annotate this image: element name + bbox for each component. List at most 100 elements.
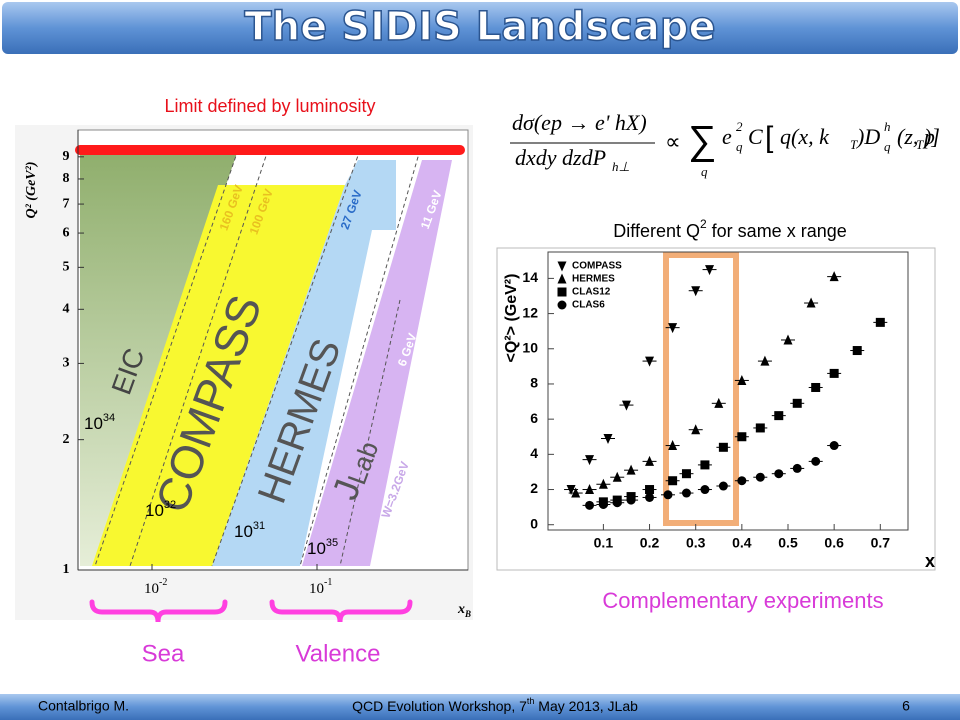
x-tick-label: 0.4 bbox=[732, 535, 752, 551]
luminosity-exponent: 32 bbox=[164, 499, 176, 511]
formula-part: T bbox=[916, 137, 924, 152]
point bbox=[700, 485, 710, 495]
point bbox=[829, 441, 839, 451]
footer-event-text: QCD Evolution Workshop, 7 bbox=[352, 698, 527, 714]
point bbox=[585, 500, 595, 510]
point bbox=[760, 355, 770, 366]
luminosity-label: 1035 bbox=[307, 537, 338, 559]
point bbox=[852, 346, 862, 356]
y-tick-label: 3 bbox=[63, 356, 70, 371]
point bbox=[829, 271, 839, 282]
legend-label: CLAS12 bbox=[572, 287, 611, 298]
point bbox=[737, 374, 747, 385]
formula-part: ∑ bbox=[688, 119, 717, 163]
point bbox=[829, 368, 839, 378]
point bbox=[705, 265, 715, 276]
formula-part: h bbox=[884, 119, 891, 134]
footer-author: Contalbrigo M. bbox=[38, 698, 129, 714]
x-tick-label: 0.2 bbox=[640, 535, 660, 551]
y-tick-label: 6 bbox=[63, 225, 70, 240]
x-axis-label: x bbox=[925, 551, 935, 571]
point bbox=[612, 471, 622, 482]
legend-marker bbox=[557, 287, 567, 297]
point bbox=[774, 411, 784, 421]
point bbox=[645, 356, 655, 367]
q2-note-sup: 2 bbox=[700, 217, 707, 231]
point bbox=[626, 495, 636, 505]
chart-panel bbox=[496, 247, 936, 571]
luminosity-label: 1034 bbox=[84, 412, 115, 434]
luminosity-label: 1032 bbox=[145, 499, 176, 521]
formula-part: q bbox=[701, 164, 708, 179]
point bbox=[645, 492, 655, 502]
formula-part: ∝ bbox=[665, 129, 681, 154]
legend-marker bbox=[557, 300, 567, 310]
footer-event-text: May 2013, JLab bbox=[534, 698, 638, 714]
x-tick-label: 0.7 bbox=[871, 535, 891, 551]
y-tick-label: 1 bbox=[63, 562, 70, 577]
point bbox=[621, 400, 631, 411]
point bbox=[645, 455, 655, 466]
point bbox=[598, 499, 608, 509]
luminosity-base: 10 bbox=[145, 501, 164, 520]
formula-part: q bbox=[884, 139, 891, 154]
legend-label: COMPASS bbox=[572, 261, 622, 272]
y-axis-label: <Q²> (GeV²) bbox=[503, 274, 520, 363]
formula-part: q(x, k bbox=[780, 124, 830, 149]
plot-frame bbox=[547, 251, 909, 531]
y-tick-label: 8 bbox=[530, 375, 538, 391]
y-tick-label: 4 bbox=[530, 445, 538, 461]
beam-lines bbox=[94, 149, 421, 567]
x-tick-label: 0.3 bbox=[686, 535, 706, 551]
y-axis-label: Q² (GeV²) bbox=[24, 162, 39, 219]
x-axis-sub: B bbox=[464, 609, 471, 619]
x-tick-base: 10 bbox=[309, 581, 324, 597]
x-tick-exponent: -1 bbox=[324, 577, 332, 588]
formula-part: h⊥ bbox=[612, 159, 630, 174]
title: The SIDIS Landscape bbox=[244, 4, 715, 50]
formula-part: dxdy dzdP bbox=[515, 145, 606, 170]
luminosity-exponent: 35 bbox=[326, 537, 338, 549]
y-tick-label: 6 bbox=[530, 410, 538, 426]
y-tick-label: 7 bbox=[63, 196, 70, 211]
legend-label: HERMES bbox=[572, 274, 615, 285]
point bbox=[571, 487, 581, 498]
point bbox=[737, 432, 747, 442]
y-tick-label: 14 bbox=[522, 269, 538, 285]
point bbox=[691, 424, 701, 435]
luminosity-note: Limit defined by luminosity bbox=[164, 96, 375, 116]
luminosity-base: 10 bbox=[234, 522, 253, 541]
formula-part: )] bbox=[922, 124, 940, 149]
point bbox=[626, 464, 636, 475]
x-tick-label: 0.1 bbox=[594, 535, 614, 551]
point bbox=[668, 323, 678, 334]
x-tick-label: 0.6 bbox=[824, 535, 844, 551]
footer-event-sup: th bbox=[527, 696, 535, 706]
formula-part: q bbox=[736, 139, 743, 154]
hermes-region bbox=[212, 160, 396, 566]
point bbox=[718, 481, 728, 491]
sea-label: Sea bbox=[142, 640, 185, 667]
y-tick-label: 10 bbox=[522, 339, 538, 355]
compass-region bbox=[92, 185, 345, 566]
title-bar bbox=[2, 2, 958, 54]
formula-part: )D bbox=[855, 124, 880, 149]
point bbox=[875, 317, 885, 327]
luminosity-exponent: 34 bbox=[103, 412, 115, 424]
legend-marker bbox=[557, 273, 567, 284]
point bbox=[811, 382, 821, 392]
jlab-region bbox=[302, 160, 452, 566]
point bbox=[603, 434, 613, 445]
x-tick-label: 10-2 bbox=[144, 577, 167, 597]
formula-part: dσ(ep → e' hX) bbox=[512, 110, 647, 135]
point bbox=[774, 469, 784, 479]
point bbox=[783, 334, 793, 345]
point bbox=[585, 484, 595, 495]
point bbox=[700, 460, 710, 470]
legend-label: CLAS6 bbox=[572, 300, 605, 311]
legend-marker bbox=[557, 261, 567, 272]
footer-page: 6 bbox=[902, 698, 910, 714]
